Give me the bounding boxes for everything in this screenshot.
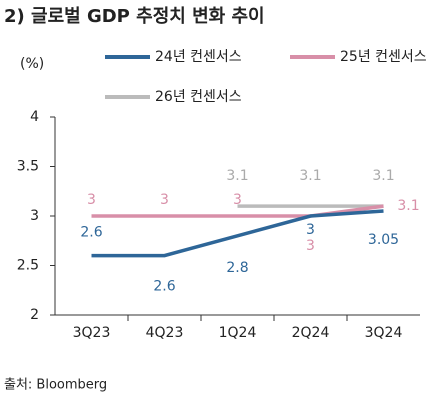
legend-label: 26년 컨센서스: [155, 89, 242, 105]
legend-label: 24년 컨센서스: [155, 49, 242, 65]
x-tick-label: 4Q23: [146, 325, 184, 341]
series-line: [91, 209, 384, 258]
data-label: 2.6: [153, 279, 175, 295]
x-tick-label: 3Q24: [365, 325, 403, 341]
data-label: 3.1: [397, 198, 419, 214]
chart-title: 2) 글로벌 GDP 추정치 변화 추이: [4, 6, 265, 27]
data-label: 3.05: [368, 232, 399, 248]
y-tick-label: 2.5: [17, 258, 39, 274]
x-tick-label: 1Q24: [219, 325, 257, 341]
unit-label: (%): [20, 56, 44, 72]
y-tick-label: 3.5: [17, 159, 39, 175]
y-tick-label: 3: [30, 208, 39, 224]
y-tick-label: 4: [30, 109, 39, 125]
data-label: 3.1: [299, 168, 321, 184]
source: 출처: Bloomberg: [4, 378, 107, 393]
data-label: 3: [160, 192, 169, 208]
data-label: 3.1: [372, 168, 394, 184]
x-tick-label: 2Q24: [292, 325, 330, 341]
legend-label: 25년 컨센서스: [340, 49, 427, 65]
data-label: 2.8: [226, 260, 248, 276]
data-label: 3: [306, 238, 315, 254]
data-label: 2.6: [80, 225, 102, 241]
data-label: 3: [87, 192, 96, 208]
data-label: 3.1: [226, 168, 248, 184]
data-label: 3: [233, 192, 242, 208]
x-tick-label: 3Q23: [73, 325, 111, 341]
y-tick-label: 2: [30, 307, 39, 323]
data-label: 3: [306, 222, 315, 238]
